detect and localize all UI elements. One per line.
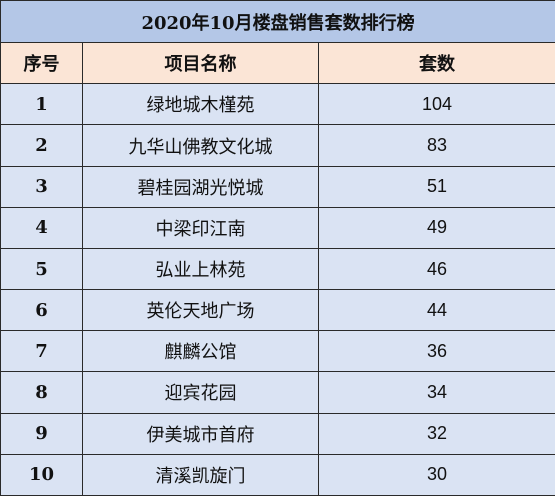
table-row: 9 伊美城市首府 32	[0, 412, 555, 455]
table-row: 5 弘业上林苑 46	[0, 247, 555, 291]
table-row: 2 九华山佛教文化城 83	[0, 124, 555, 167]
rank-cell: 9	[0, 412, 83, 455]
count-cell: 51	[317, 165, 555, 208]
project-name-cell: 迎宾花园	[82, 371, 319, 414]
project-name-cell: 伊美城市首府	[82, 412, 319, 455]
table-row: 3 碧桂园湖光悦城 51	[0, 165, 555, 208]
count-cell: 49	[317, 206, 555, 249]
rank-cell: 6	[0, 289, 83, 332]
project-name-cell: 绿地城木槿苑	[82, 83, 319, 126]
table-title: 2020年10月楼盘销售套数排行榜	[0, 0, 555, 44]
header-rank: 序号	[0, 42, 83, 85]
table-row: 10 清溪凯旋门 30	[0, 453, 555, 496]
rank-cell: 4	[0, 206, 83, 249]
rank-cell: 5	[0, 247, 83, 291]
table-row: 7 麒麟公馆 36	[0, 330, 555, 373]
project-name-cell: 清溪凯旋门	[82, 453, 319, 496]
project-name-cell: 英伦天地广场	[82, 289, 319, 332]
rank-cell: 8	[0, 371, 83, 414]
project-name-cell: 麒麟公馆	[82, 330, 319, 373]
rank-cell: 3	[0, 165, 83, 208]
rank-cell: 1	[0, 83, 83, 126]
table-row: 1 绿地城木槿苑 104	[0, 83, 555, 126]
count-cell: 44	[317, 289, 555, 332]
header-name: 项目名称	[82, 42, 319, 85]
project-name-cell: 碧桂园湖光悦城	[82, 165, 319, 208]
table-row: 6 英伦天地广场 44	[0, 289, 555, 332]
table-row: 4 中梁印江南 49	[0, 206, 555, 249]
count-cell: 36	[317, 330, 555, 373]
count-cell: 30	[317, 453, 555, 496]
rank-cell: 7	[0, 330, 83, 373]
rank-cell: 10	[0, 453, 83, 496]
title-row: 2020年10月楼盘销售套数排行榜	[0, 0, 555, 44]
project-name-cell: 弘业上林苑	[82, 247, 319, 291]
header-count: 套数	[317, 42, 555, 85]
count-cell: 104	[317, 83, 555, 126]
table-row: 8 迎宾花园 34	[0, 371, 555, 414]
project-name-cell: 中梁印江南	[82, 206, 319, 249]
count-cell: 32	[317, 412, 555, 455]
count-cell: 83	[317, 124, 555, 167]
project-name-cell: 九华山佛教文化城	[82, 124, 319, 167]
count-cell: 46	[317, 247, 555, 291]
rank-cell: 2	[0, 124, 83, 167]
header-row: 序号 项目名称 套数	[0, 42, 555, 85]
count-cell: 34	[317, 371, 555, 414]
